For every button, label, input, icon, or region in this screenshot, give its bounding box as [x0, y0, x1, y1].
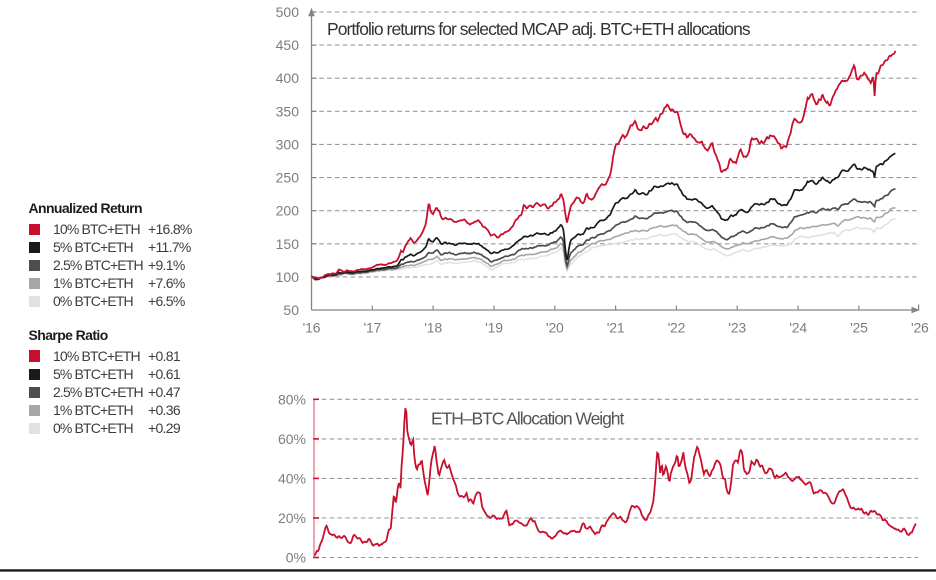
- svg-text:450: 450: [276, 37, 300, 53]
- svg-text:300: 300: [276, 136, 300, 152]
- svg-text:'16: '16: [303, 320, 321, 336]
- svg-text:50: 50: [283, 302, 299, 318]
- svg-text:'24: '24: [789, 320, 807, 336]
- svg-text:150: 150: [276, 236, 300, 252]
- svg-text:Portfolio returns for selected: Portfolio returns for selected MCAP adj.…: [327, 19, 751, 39]
- svg-text:350: 350: [276, 103, 300, 119]
- svg-text:'21: '21: [607, 320, 625, 336]
- svg-text:200: 200: [276, 203, 300, 219]
- svg-text:500: 500: [276, 4, 300, 20]
- svg-text:250: 250: [276, 170, 300, 186]
- svg-text:'19: '19: [485, 320, 503, 336]
- svg-text:80%: 80%: [278, 391, 306, 407]
- svg-text:'25: '25: [850, 320, 868, 336]
- svg-text:40%: 40%: [278, 470, 306, 486]
- svg-text:'22: '22: [668, 320, 686, 336]
- svg-text:400: 400: [276, 70, 300, 86]
- svg-text:ETH–BTC Allocation Weight: ETH–BTC Allocation Weight: [431, 409, 624, 429]
- svg-text:60%: 60%: [278, 431, 306, 447]
- svg-text:0%: 0%: [286, 550, 306, 566]
- svg-text:100: 100: [276, 269, 300, 285]
- svg-text:'20: '20: [546, 320, 564, 336]
- svg-text:'26: '26: [911, 320, 929, 336]
- svg-text:'23: '23: [728, 320, 746, 336]
- svg-text:'18: '18: [424, 320, 442, 336]
- svg-text:20%: 20%: [278, 510, 306, 526]
- svg-text:'17: '17: [363, 320, 381, 336]
